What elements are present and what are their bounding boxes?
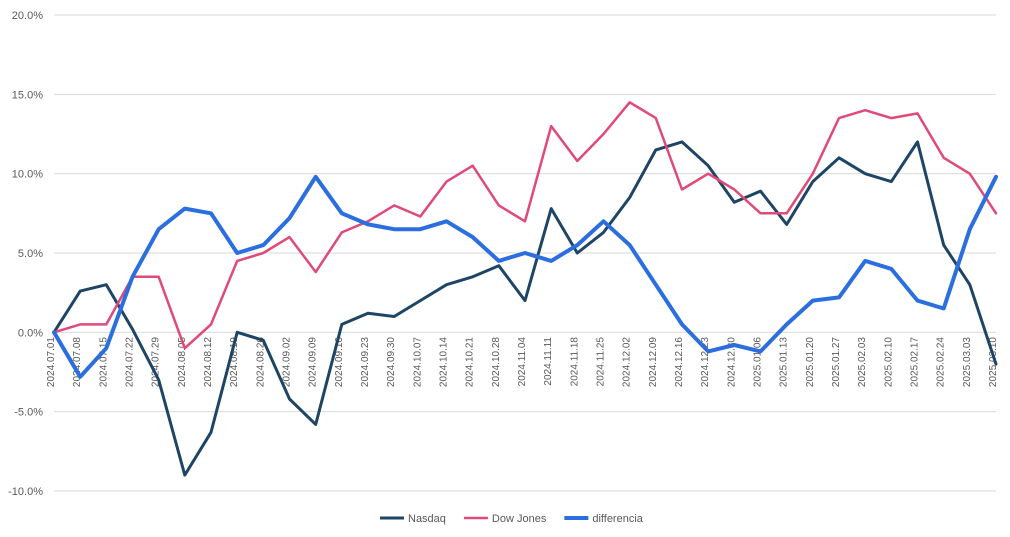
y-tick-label: 10.0% (12, 169, 43, 181)
y-tick-label: 20.0% (12, 10, 43, 22)
x-tick-label: 2024.08.26 (255, 337, 266, 387)
x-tick-label: 2024.11.04 (517, 337, 528, 387)
x-tick-label: 2024.12.30 (726, 337, 737, 387)
y-tick-label: 5.0% (18, 248, 43, 260)
gridlines (54, 14, 996, 492)
x-tick-label: 2024.08.19 (229, 337, 240, 387)
x-tick-label: 2025.03.03 (962, 337, 973, 387)
x-tick-label: 2024.07.01 (46, 337, 57, 387)
x-tick-label: 2024.12.16 (674, 337, 685, 387)
legend-label: Nasdaq (408, 513, 446, 525)
x-tick-label: 2025.02.10 (883, 337, 894, 387)
y-tick-label: 0.0% (18, 327, 43, 339)
x-tick-label: 2024.09.09 (308, 337, 319, 387)
x-tick-label: 2024.09.02 (282, 337, 293, 387)
x-tick-label: 2024.11.11 (543, 337, 554, 386)
x-tick-label: 2025.02.17 (910, 337, 921, 387)
x-tick-label: 2024.12.09 (648, 337, 659, 387)
series-line (52, 174, 998, 379)
x-tick-label: 2025.01.13 (779, 337, 790, 387)
x-tick-label: 2024.10.14 (439, 337, 450, 387)
legend: Nasdaq Dow Jones differencia (380, 513, 644, 525)
y-tick-label: -10.0% (8, 486, 43, 498)
x-tick-label: 2024.11.18 (569, 337, 580, 387)
x-tick-label: 2024.10.07 (412, 337, 423, 387)
x-tick-label: 2024.09.23 (360, 337, 371, 387)
x-tick-label: 2024.07.15 (98, 337, 109, 387)
series-line (52, 101, 998, 350)
x-tick-label: 2025.03.10 (988, 337, 999, 387)
series-line (52, 140, 998, 477)
x-tick-label: 2024.10.28 (491, 337, 502, 387)
x-tick-label: 2024.09.16 (334, 337, 345, 387)
x-tick-label: 2024.12.02 (622, 337, 633, 387)
x-tick-label: 2025.01.20 (805, 337, 816, 387)
x-tick-label: 2024.11.25 (596, 337, 607, 387)
x-tick-label: 2024.07.29 (151, 337, 162, 387)
x-tick-label: 2025.02.03 (857, 337, 868, 387)
x-tick-label: 2024.08.05 (177, 337, 188, 387)
legend-label: differencia (592, 513, 643, 525)
y-tick-label: -5.0% (14, 407, 43, 419)
legend-label: Dow Jones (492, 513, 547, 525)
x-tick-label: 2024.08.12 (203, 337, 214, 387)
x-tick-label: 2025.01.06 (753, 337, 764, 387)
x-tick-label: 2024.07.08 (72, 337, 83, 387)
x-axis-ticks: 2024.07.01 2024.07.08 2024.07.15 2024.07.22… (46, 337, 999, 387)
x-tick-label: 2025.01.27 (831, 337, 842, 387)
x-tick-label: 2024.07.22 (125, 337, 136, 387)
x-tick-label: 2024.12.23 (700, 337, 711, 387)
series-lines (52, 101, 998, 477)
y-axis-ticks: 20.0% 15.0% 10.0% 5.0% 0.0% -5.0% -10.0% (8, 10, 43, 498)
x-tick-label: 2024.10.21 (465, 337, 476, 387)
x-tick-label: 2025.02.24 (936, 337, 947, 387)
x-tick-label: 2024.09.30 (386, 337, 397, 387)
y-tick-label: 15.0% (12, 89, 43, 101)
